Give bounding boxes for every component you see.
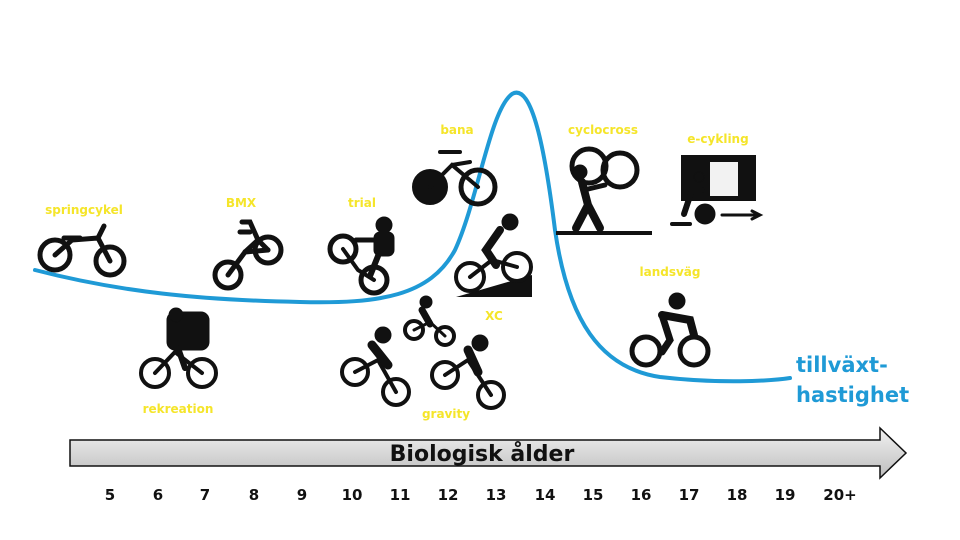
label-cyclocross: cyclocross — [568, 123, 638, 137]
cyclocross-runner-icon — [556, 146, 652, 235]
bmx-bike-icon — [212, 219, 284, 291]
tick-label: 17 — [679, 486, 700, 504]
tick-label: 5 — [105, 486, 115, 504]
growth-velocity-curve — [33, 90, 792, 384]
label-rekreation: rekreation — [143, 402, 214, 416]
curve-label-line1: tillväxt- — [796, 353, 888, 377]
axis-title: Biologisk ålder — [390, 441, 575, 467]
touring-cyclist-icon — [139, 307, 218, 389]
tick-label: 16 — [631, 486, 652, 504]
xc-rider-icon — [454, 213, 533, 297]
road-cyclist-icon — [629, 292, 711, 368]
label-springcykel: springcykel — [45, 203, 123, 217]
tick-label: 19 — [775, 486, 796, 504]
label-xc: XC — [485, 309, 503, 323]
tick-label: 15 — [583, 486, 604, 504]
tick-label: 13 — [486, 486, 507, 504]
curve-label-line2: hastighet — [796, 383, 909, 407]
tick-label: 10 — [342, 486, 363, 504]
tick-label: 20+ — [823, 486, 856, 504]
age-axis-arrow — [69, 426, 908, 480]
tick-label: 18 — [727, 486, 748, 504]
age-ticks: 5 6 7 8 9 10 11 12 13 14 15 16 17 18 19 … — [105, 486, 857, 504]
label-trial: trial — [348, 196, 376, 210]
tick-label: 12 — [438, 486, 459, 504]
e-cycling-trainer-icon — [670, 155, 764, 226]
tick-label: 7 — [200, 486, 210, 504]
label-gravity: gravity — [422, 407, 470, 421]
balance-bike-icon — [37, 223, 127, 278]
label-bana: bana — [440, 123, 473, 137]
tick-label: 6 — [153, 486, 163, 504]
tick-label: 9 — [297, 486, 307, 504]
label-ecykling: e-cykling — [687, 132, 748, 146]
track-bike-icon — [412, 150, 498, 207]
tick-label: 8 — [249, 486, 259, 504]
trial-rider-icon — [327, 216, 395, 296]
tick-label: 11 — [390, 486, 411, 504]
gravity-riders-icon — [340, 295, 506, 410]
label-landsvag: landsväg — [640, 265, 701, 279]
tick-label: 14 — [535, 486, 556, 504]
label-bmx: BMX — [226, 196, 257, 210]
